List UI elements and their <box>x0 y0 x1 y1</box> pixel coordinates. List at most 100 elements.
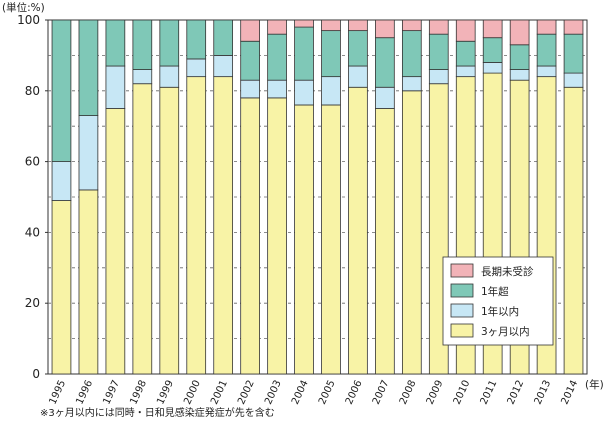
bar-segment <box>159 86 180 375</box>
bar-segment <box>105 65 126 109</box>
bar-segment <box>563 19 584 35</box>
bar-segment <box>428 69 449 85</box>
legend-swatch <box>450 303 474 318</box>
x-tick-label: 1998 <box>128 379 149 407</box>
bar-segment <box>159 19 180 67</box>
bar-segment <box>375 86 395 109</box>
bar-segment <box>132 83 153 375</box>
bar-segment <box>563 33 584 74</box>
x-tick-label: 1999 <box>155 379 176 407</box>
bar-segment <box>267 79 287 99</box>
bar-segment <box>240 40 260 81</box>
x-unit-label: (年) <box>585 378 603 391</box>
x-tick-label: 2013 <box>533 379 554 407</box>
x-tick-label: 2009 <box>425 379 446 407</box>
bar-segment <box>294 19 314 28</box>
x-tick-label: 2004 <box>290 379 311 407</box>
x-tick-label: 1995 <box>47 379 68 407</box>
bar-segment <box>375 37 395 88</box>
bar-segment <box>159 65 180 88</box>
bar-segment <box>78 189 99 375</box>
bar-segment <box>78 115 99 191</box>
bar-segment <box>132 69 153 85</box>
x-tick-label: 2011 <box>479 379 500 407</box>
bar-segment <box>348 30 368 67</box>
bar-segment <box>536 65 557 78</box>
bar-segment <box>213 19 234 56</box>
x-tick-label: 2006 <box>344 379 365 407</box>
bar-segment <box>294 104 314 375</box>
bar-segment <box>267 19 287 35</box>
bar-segment <box>455 40 476 67</box>
bar-segment <box>51 161 72 201</box>
legend-label: 1年超 <box>481 285 509 298</box>
legend-label: 3ヶ月以内 <box>481 325 530 338</box>
bar-segment <box>509 69 530 81</box>
legend-label: 長期未受診 <box>481 265 534 278</box>
x-tick-label: 2010 <box>452 379 473 407</box>
bar-segment <box>455 65 476 78</box>
bar-segment <box>401 76 422 92</box>
x-tick-label: 1996 <box>74 379 95 407</box>
footnote: ※3ヶ月以内には同時・日和見感染症発症が先を含む <box>40 406 275 419</box>
y-tick-label: 40 <box>25 225 40 239</box>
bar-segment <box>428 33 449 70</box>
y-tick-label: 0 <box>32 367 40 381</box>
bar-segment <box>375 108 395 375</box>
legend-swatch <box>450 283 474 298</box>
bar-segment <box>51 200 72 375</box>
bar-segment <box>321 19 341 32</box>
x-tick-label: 2000 <box>182 379 203 407</box>
bar-segment <box>482 19 503 39</box>
bar-segment <box>348 86 368 375</box>
bar-segment <box>536 19 557 35</box>
bar-segment <box>213 55 234 78</box>
y-tick-label: 100 <box>17 13 40 27</box>
x-tick-label: 2008 <box>398 379 419 407</box>
bar-segment <box>455 19 476 42</box>
bar-segment <box>294 79 314 106</box>
bar-segment <box>509 44 530 70</box>
bar-segment <box>51 19 72 163</box>
bar-segment <box>321 76 341 106</box>
bar-segment <box>213 76 234 375</box>
bar-segment <box>321 30 341 78</box>
legend-swatch <box>450 263 474 278</box>
bar-segment <box>321 104 341 375</box>
bar-segment <box>186 58 207 78</box>
bar-segment <box>482 62 503 74</box>
bar-segment <box>267 97 287 375</box>
x-tick-label: 2014 <box>560 379 581 407</box>
bar-segment <box>428 19 449 35</box>
y-unit-label: (単位:%) <box>2 1 45 14</box>
legend-swatch <box>450 323 474 338</box>
bar-segment <box>401 30 422 78</box>
bar-segment <box>267 33 287 81</box>
x-tick-label: 2012 <box>506 379 527 407</box>
legend-label: 1年以内 <box>481 305 519 318</box>
bar-segment <box>401 19 422 32</box>
x-tick-label: 1997 <box>101 379 122 407</box>
y-tick-label: 20 <box>25 296 40 310</box>
bar-segment <box>78 19 99 116</box>
x-tick-label: 2007 <box>371 379 392 407</box>
x-tick-label: 2003 <box>263 379 284 407</box>
bar-segment <box>186 19 207 60</box>
bar-segment <box>240 79 260 99</box>
bar-segment <box>348 65 368 88</box>
y-tick-label: 80 <box>25 84 40 98</box>
x-tick-label: 2005 <box>317 379 338 407</box>
bar-segment <box>294 26 314 81</box>
bar-segment <box>563 72 584 88</box>
bar-segment <box>509 19 530 46</box>
bar-segment <box>375 19 395 39</box>
bar-segment <box>132 19 153 70</box>
bar-segment <box>563 86 584 375</box>
bar-segment <box>186 76 207 375</box>
bar-segment <box>536 33 557 67</box>
bar-segment <box>401 90 422 375</box>
bar-segment <box>105 108 126 375</box>
bar-segment <box>105 19 126 67</box>
